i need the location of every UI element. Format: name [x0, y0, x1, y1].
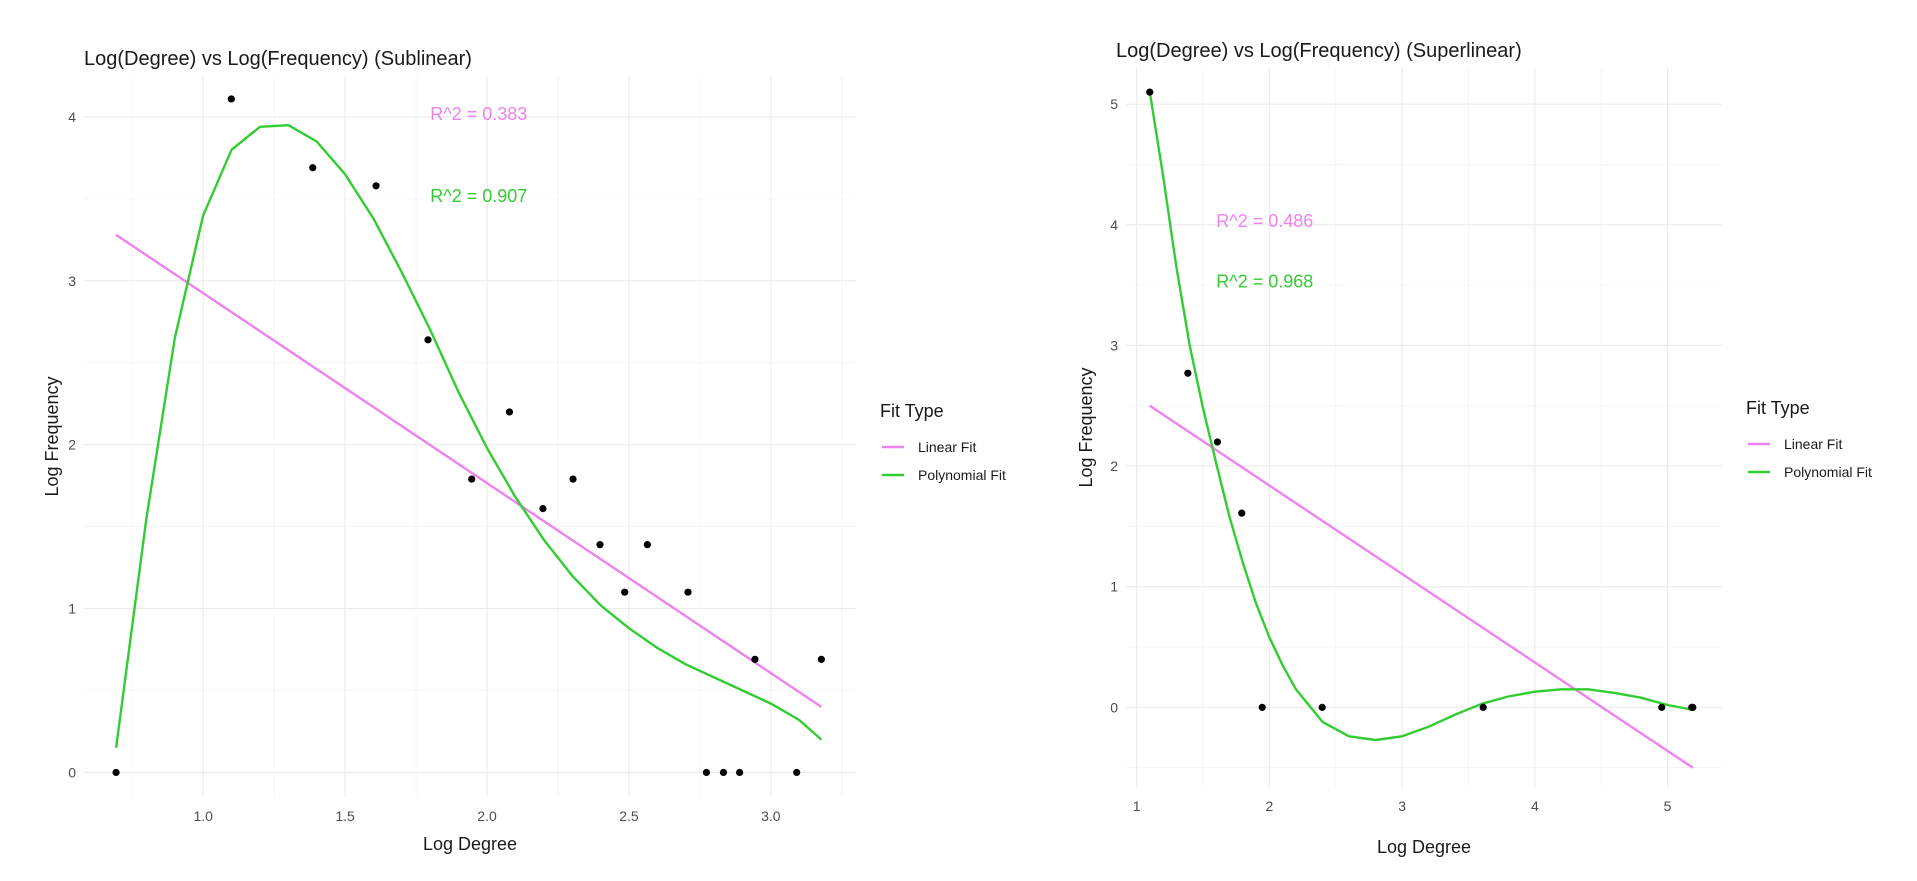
- legend-label-linear: Linear Fit: [918, 439, 976, 455]
- y-tick-label: 4: [68, 109, 76, 125]
- y-tick-label: 0: [68, 764, 76, 780]
- r-squared-polynomial-label: R^2 = 0.968: [1216, 272, 1313, 292]
- data-point: [569, 475, 577, 483]
- chart-panel-superlinear: 1 2 3 4 5 0 1 2 3 4 5 R^2 = 0.486 R^2 = 0.968 Log(Deg…: [1030, 0, 1917, 881]
- data-point: [1146, 88, 1154, 96]
- r-squared-linear-label: R^2 = 0.486: [1216, 211, 1313, 231]
- y-axis-title: Log Frequency: [1076, 367, 1096, 487]
- data-point: [468, 475, 476, 483]
- x-axis-title: Log Degree: [423, 834, 517, 854]
- data-point: [596, 541, 604, 549]
- data-point: [684, 588, 692, 596]
- x-tick-label: 1.0: [193, 808, 213, 824]
- data-point: [621, 588, 629, 596]
- data-point: [372, 182, 380, 190]
- x-tick-label: 3.0: [761, 808, 781, 824]
- chart-title: Log(Degree) vs Log(Frequency) (Superline…: [1116, 40, 1522, 62]
- polynomial-fit-line: [114, 124, 823, 748]
- data-point: [424, 336, 432, 344]
- data-point: [505, 408, 514, 416]
- chart-superlinear: 1 2 3 4 5 0 1 2 3 4 5 R^2 = 0.486 R^2 = 0.968 Log(Deg…: [1076, 40, 1872, 857]
- data-point: [702, 768, 711, 777]
- x-tick-label: 3: [1398, 798, 1406, 814]
- data-point: [719, 768, 728, 777]
- data-point: [793, 768, 801, 777]
- chart-title: Log(Degree) vs Log(Frequency) (Sublinear…: [84, 48, 472, 70]
- x-tick-label: 5: [1664, 798, 1672, 814]
- y-tick-label: 0: [1110, 699, 1118, 715]
- x-tick-label: 1: [1133, 798, 1141, 814]
- x-tick-label: 2.0: [477, 808, 497, 824]
- chart-panel-sublinear: 1.0 1.5 2.0 2.5 3.0 0 1 2 3 4 R^2 = 0.383 R^2 = 0.9…: [42, 48, 1006, 854]
- y-axis-title: Log Frequency: [42, 376, 62, 496]
- x-tick-label: 1.5: [335, 808, 355, 824]
- y-tick-label: 2: [1110, 458, 1118, 474]
- x-tick-label: 4: [1531, 798, 1539, 814]
- data-point: [1213, 438, 1222, 446]
- data-point: [643, 541, 651, 549]
- data-point: [751, 655, 759, 663]
- y-tick-label: 3: [1110, 337, 1118, 353]
- data-point: [539, 505, 547, 513]
- r-squared-linear-label: R^2 = 0.383: [430, 104, 527, 124]
- data-point: [1658, 703, 1666, 711]
- data-point: [1238, 509, 1246, 517]
- legend-title: Fit Type: [1746, 398, 1810, 418]
- y-tick-label: 5: [1110, 96, 1118, 112]
- x-axis-title: Log Degree: [1377, 837, 1471, 857]
- x-tick-label: 2: [1265, 798, 1273, 814]
- data-point: [1689, 703, 1697, 711]
- data-point: [817, 655, 825, 663]
- legend-label-polynomial: Polynomial Fit: [918, 467, 1006, 483]
- linear-fit-line: [115, 233, 823, 708]
- data-point: [1258, 703, 1266, 711]
- data-point: [1184, 369, 1192, 377]
- legend-label-polynomial: Polynomial Fit: [1784, 464, 1872, 480]
- data-point: [736, 768, 744, 777]
- legend-label-linear: Linear Fit: [1784, 436, 1842, 452]
- linear-fit-line: [1149, 404, 1694, 769]
- data-point: [309, 164, 317, 172]
- x-tick-label: 2.5: [619, 808, 639, 824]
- y-tick-label: 1: [1110, 579, 1118, 595]
- y-tick-label: 2: [68, 437, 76, 453]
- data-point: [227, 95, 235, 103]
- y-tick-label: 3: [68, 273, 76, 289]
- data-point: [112, 768, 120, 777]
- r-squared-polynomial-label: R^2 = 0.907: [430, 186, 527, 206]
- polynomial-fit-line: [1148, 91, 1694, 742]
- chart-sublinear: 1.0 1.5 2.0 2.5 3.0 0 1 2 3 4 R^2 = 0.383 R^2 = 0.9…: [42, 48, 1006, 854]
- data-point: [1479, 703, 1487, 711]
- y-tick-label: 1: [68, 601, 76, 617]
- y-tick-label: 4: [1110, 217, 1118, 233]
- legend-title: Fit Type: [880, 401, 944, 421]
- data-point: [1318, 703, 1326, 711]
